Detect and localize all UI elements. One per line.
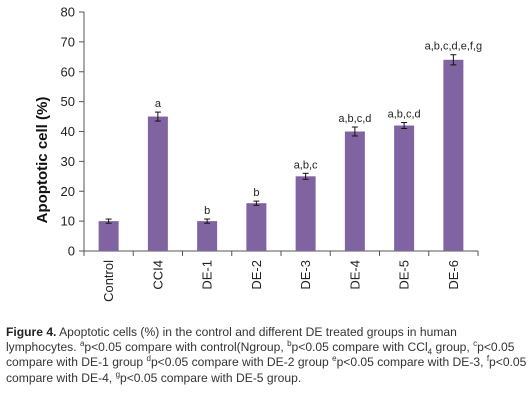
caption-text-6: p<0.05 compare with DE-2 group	[150, 355, 333, 370]
figure-caption: Figure 4. Apoptotic cells (%) in the con…	[6, 325, 528, 386]
y-tick-label: 70	[61, 34, 75, 49]
caption-text-3: p<0.05 compare with CCl	[291, 340, 428, 355]
figure-label: Figure 4.	[6, 325, 57, 339]
axes: 0 10 20 30 40 50 60 70 80 Control CCI4 DE-1 DE-2 DE-3…	[61, 5, 479, 302]
y-tick-label: 50	[61, 94, 75, 109]
bar	[197, 221, 218, 251]
caption-sup-d: d	[146, 354, 151, 364]
caption-text-1: Apoptotic cells (%) in the control and d…	[6, 325, 457, 355]
y-tick-label: 30	[61, 154, 75, 169]
y-tick-label: 0	[68, 244, 75, 259]
bar	[344, 131, 365, 251]
y-tick-label: 20	[61, 184, 75, 199]
caption-text-9: p<0.05 compare with DE-5 group.	[120, 370, 302, 385]
x-tick-label: DE-1	[200, 260, 215, 290]
significance-label: a	[155, 98, 162, 110]
x-tick-label: CCI4	[150, 260, 165, 290]
caption-text-2: p<0.05 compare with control(Ngroup,	[84, 340, 288, 355]
y-axis-label: Apoptotic cell (%)	[34, 97, 51, 224]
bar	[394, 125, 415, 251]
caption-text-4: group,	[432, 340, 474, 355]
bar	[98, 221, 119, 251]
x-tick-label: DE-6	[446, 260, 461, 290]
x-tick-label: Control	[101, 260, 116, 302]
significance-label: a,b,c	[294, 159, 318, 171]
bar	[295, 176, 316, 251]
caption-sup-a: a	[79, 339, 85, 349]
y-tick-label: 10	[61, 214, 75, 229]
caption-sup-e: e	[332, 354, 337, 364]
significance-label: a,b,c,d	[338, 113, 371, 125]
caption-sub-4: 4	[427, 347, 433, 357]
x-tick-label: DE-5	[397, 260, 412, 290]
caption-text-5: p<0.05 compare with DE-1 group	[6, 340, 515, 370]
y-tick-label: 40	[61, 124, 75, 139]
caption-text-8: p<0.05 compare with DE-4,	[6, 355, 527, 385]
x-tick-label: DE-2	[249, 260, 264, 290]
significance-label: b	[253, 187, 259, 199]
caption-sup-f: f	[486, 354, 490, 364]
x-tick-label: DE-4	[347, 260, 362, 290]
significance-label: a,b,c,d,e,f,g	[425, 41, 482, 53]
significance-label: b	[204, 205, 210, 217]
y-tick-label: 80	[61, 5, 75, 20]
caption-sup-g: g	[115, 369, 121, 379]
bar	[246, 203, 267, 251]
bars: a b b a,b,c a,b,c,d a,b,c,d a,b,c,d,e,f,g	[98, 41, 482, 251]
bar-chart: Apoptotic cell (%) 0 10 20 30 40 50 60 70 80 Cont…	[34, 5, 482, 302]
bar	[147, 116, 168, 251]
significance-label: a,b,c,d	[388, 109, 421, 121]
caption-sup-c: c	[473, 339, 478, 349]
y-tick-label: 60	[61, 64, 75, 79]
caption-sup-b: b	[287, 339, 292, 349]
x-tick-label: DE-3	[298, 260, 313, 290]
caption-text-7: p<0.05 compare with DE-3,	[336, 355, 487, 370]
bar	[443, 59, 464, 251]
